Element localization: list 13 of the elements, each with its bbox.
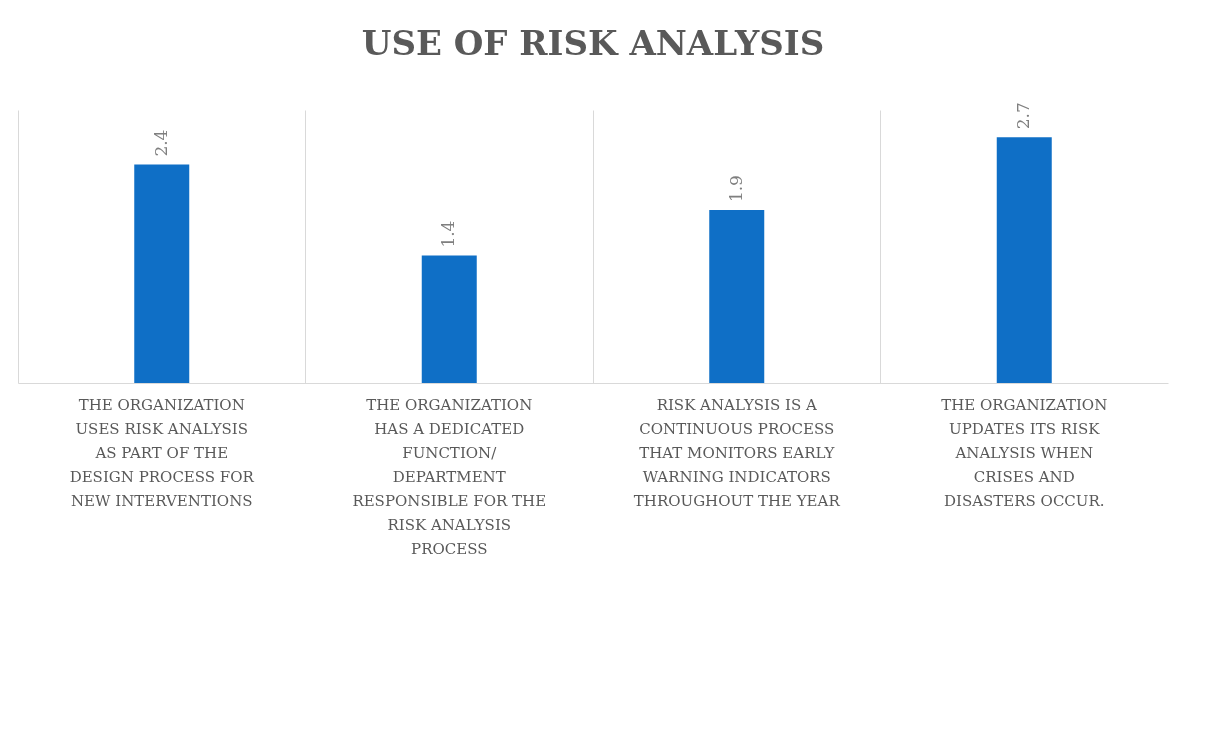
bar	[134, 164, 190, 383]
x-tick-label: THE ORGANIZATION UPDATES ITS RISK ANALYSIS WHEN CRISES AND DISASTERS OCCUR.	[941, 395, 1108, 510]
x-tick-label: RISK ANALYSIS IS A CONTINUOUS PROCESS THAT MONITORS EARLY WARNING INDICATORS THROUGHOUT THE YEAR	[633, 395, 841, 510]
bar	[709, 210, 765, 383]
bar	[421, 255, 477, 383]
data-label: 2.7	[1013, 102, 1034, 130]
x-tick-label: THE ORGANIZATION HAS A DEDICATED FUNCTION/ DEPARTMENT RESPONSIBLE FOR THE RISK ANALYSIS PROCESS	[352, 395, 547, 558]
data-label: 1.9	[725, 175, 746, 203]
chart-title: USE OF RISK ANALYSIS	[361, 23, 825, 64]
bar	[996, 137, 1052, 383]
data-label: 2.4	[150, 129, 171, 157]
x-tick-label: THE ORGANIZATION USES RISK ANALYSIS AS PART OF THE DESIGN PROCESS FOR NEW INTERVENTIONS	[69, 395, 255, 510]
data-label: 1.4	[438, 220, 459, 248]
